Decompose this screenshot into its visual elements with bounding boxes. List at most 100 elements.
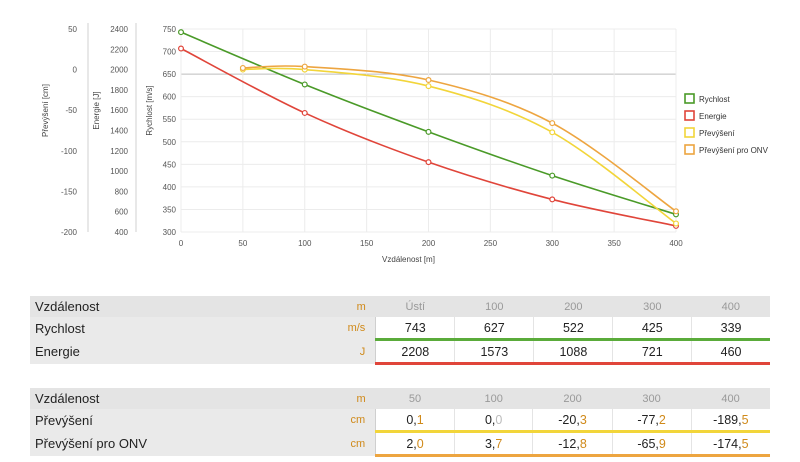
y-tick-label: 300 (163, 228, 177, 237)
x-tick-label: 400 (669, 239, 683, 248)
y-tick-label: 2000 (110, 66, 128, 75)
table-cell: 425 (612, 317, 692, 341)
legend-swatch (684, 93, 695, 104)
value-int: -174, (713, 436, 742, 451)
header-col: 50 (375, 388, 455, 409)
header-label: Vzdálenost (30, 388, 327, 409)
legend-label: Rychlost (699, 95, 730, 104)
table-row-prevyseni-onv: Převýšení pro ONV cm 2,0 3,7 -12,8 -65,9… (30, 431, 770, 457)
table-cell: -77,2 (611, 409, 692, 433)
data-point (549, 129, 556, 136)
table-cell: 743 (375, 317, 455, 341)
legend-swatch (684, 144, 695, 155)
header-col: 200 (533, 296, 613, 317)
value-dec: 1 (416, 412, 424, 427)
value-int: -65, (637, 436, 659, 451)
y-tick-label: 550 (163, 115, 177, 124)
y-tick-label: 500 (163, 138, 177, 147)
x-tick-label: 0 (179, 239, 184, 248)
data-point (425, 83, 432, 90)
header-col: 300 (612, 296, 692, 317)
table-cell: 1573 (454, 339, 534, 365)
table-cell: 2,0 (375, 431, 455, 457)
y-tick-label: 1200 (110, 147, 128, 156)
value-int: 3, (484, 436, 496, 451)
value-int: 0, (406, 412, 417, 427)
y-tick-label: 600 (163, 93, 177, 102)
value-dec: 0 (495, 412, 503, 427)
data-point (549, 172, 556, 179)
table-row-prevyseni: Převýšení cm 0,1 0,0 -20,3 -77,2 -189,5 (30, 409, 770, 433)
y-axis-title: Energie [J] (92, 91, 101, 129)
y-tick-label: -200 (61, 228, 78, 237)
x-tick-label: 250 (484, 239, 498, 248)
y-tick-label: 600 (115, 208, 129, 217)
data-point (239, 64, 246, 71)
value-dec: 8 (579, 436, 587, 451)
y-tick-label: 1000 (110, 167, 128, 176)
header-col: 400 (691, 388, 770, 409)
x-tick-label: 100 (298, 239, 312, 248)
row-unit: J (326, 339, 376, 364)
y-tick-label: 450 (163, 160, 177, 169)
data-point (301, 109, 308, 116)
data-point (549, 196, 556, 203)
data-point (549, 120, 556, 127)
header-col: 100 (454, 388, 533, 409)
row-label: Energie (30, 339, 327, 364)
header-label: Vzdálenost (30, 296, 327, 317)
table-cell: 339 (691, 317, 770, 341)
table-cell: 0,0 (453, 409, 533, 433)
header-unit: m (326, 388, 376, 409)
y-axis-title: Převýšení [cm] (41, 84, 50, 137)
legend-swatch (684, 110, 695, 121)
data-point (672, 208, 679, 215)
y-tick-label: 2200 (110, 45, 128, 54)
value-int: -77, (637, 412, 659, 427)
table-cell: 1088 (533, 339, 613, 365)
x-tick-label: 50 (238, 239, 247, 248)
row-unit: m/s (326, 317, 376, 340)
table-cell: 0,1 (375, 409, 455, 433)
table-row-energie: Energie J 2208 1573 1088 721 460 (30, 339, 770, 365)
y-tick-label: -100 (61, 147, 78, 156)
x-tick-label: 300 (546, 239, 560, 248)
data-point (425, 159, 432, 166)
x-tick-label: 150 (360, 239, 374, 248)
header-col: 300 (612, 388, 692, 409)
y-tick-label: 50 (68, 25, 77, 34)
header-unit: m (326, 296, 376, 317)
series-line-p-ev-en-pro-onv (242, 65, 677, 212)
table-cell: -12,8 (532, 431, 613, 457)
data-point (301, 63, 308, 70)
y-tick-label: 350 (163, 205, 177, 214)
header-col: 100 (454, 296, 534, 317)
data-point (301, 81, 308, 88)
header-col: Ústí (375, 296, 455, 317)
y-tick-label: 400 (115, 228, 129, 237)
y-tick-label: 0 (73, 66, 78, 75)
velocity-energy-table: Vzdálenost m Ústí 100 200 300 400 Rychlo… (30, 296, 770, 365)
x-tick-label: 350 (607, 239, 621, 248)
data-point (425, 76, 432, 83)
row-unit: cm (326, 409, 376, 432)
table-cell: 3,7 (453, 431, 533, 457)
data-point (425, 128, 432, 135)
value-dec: 5 (741, 412, 749, 427)
table-cell: 627 (454, 317, 534, 341)
value-int: 0, (484, 412, 496, 427)
y-tick-label: 750 (163, 25, 177, 34)
table-cell: -189,5 (690, 409, 770, 433)
x-tick-label: 200 (422, 239, 436, 248)
data-point (672, 220, 679, 227)
table-header-row: Vzdálenost m 50 100 200 300 400 (30, 388, 770, 409)
table-cell: -20,3 (532, 409, 613, 433)
y-tick-label: -50 (65, 106, 77, 115)
x-axis-title: Vzdálenost [m] (382, 255, 435, 264)
y-tick-label: -150 (61, 187, 78, 196)
legend-label: Převýšení (699, 129, 735, 138)
legend-label: Převýšení pro ONV (699, 146, 769, 155)
data-point (178, 45, 185, 52)
y-axis-title: Rychlost [m/s] (145, 85, 154, 135)
y-tick-label: 800 (115, 187, 129, 196)
